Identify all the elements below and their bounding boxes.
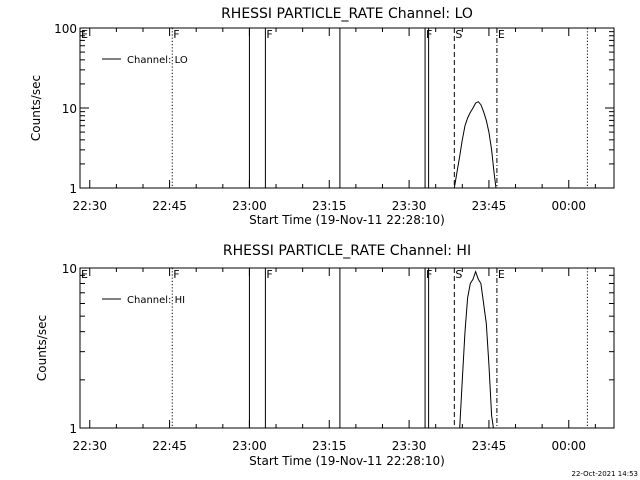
- x-axis-label: Start Time (19-Nov-11 22:28:10): [249, 213, 445, 227]
- x-tick-label: 23:45: [472, 439, 507, 453]
- plot-frame: [79, 267, 615, 429]
- generation-stamp: 22-Oct-2021 14:53: [572, 470, 638, 478]
- x-tick-label: 23:00: [232, 439, 267, 453]
- flag-label: E: [498, 268, 505, 281]
- x-tick-label: 22:45: [152, 439, 187, 453]
- flag-label: E: [498, 28, 505, 41]
- x-tick-label: 23:30: [392, 199, 427, 213]
- legend-label: Channel: HI: [127, 295, 185, 306]
- flag-label: F: [266, 28, 272, 41]
- chart-title: RHESSI PARTICLE_RATE Channel: LO: [221, 6, 473, 22]
- lo-channel-panel: RHESSI PARTICLE_RATE Channel: LO 22:30 22:…: [29, 6, 615, 227]
- y-tick-label: 10: [62, 262, 77, 276]
- x-tick-label: 22:30: [72, 439, 107, 453]
- y-axis-label: Counts/sec: [29, 75, 43, 141]
- legend-label: Channel: LO: [127, 55, 188, 66]
- x-tick-label: 23:15: [312, 439, 347, 453]
- x-tick-label: 22:45: [152, 199, 187, 213]
- flag-label: F: [173, 268, 179, 281]
- x-tick-label: 23:30: [392, 439, 427, 453]
- y-tick-label: 10: [62, 102, 77, 116]
- hi-channel-panel: RHESSI PARTICLE_RATE Channel: HI 22:30 22:…: [35, 243, 615, 468]
- x-tick-label: 23:00: [232, 199, 267, 213]
- rate-series-line: [453, 101, 497, 189]
- x-tick-label: 00:00: [551, 439, 586, 453]
- x-tick-label: 22:30: [72, 199, 107, 213]
- flag-label: F: [426, 28, 432, 41]
- flag-label: F: [173, 28, 179, 41]
- plot-frame: [79, 27, 615, 189]
- y-tick-label: 1: [69, 182, 77, 196]
- x-axis-label: Start Time (19-Nov-11 22:28:10): [249, 454, 445, 468]
- flag-label: S: [455, 28, 462, 41]
- x-tick-label: 23:45: [472, 199, 507, 213]
- flag-label: E: [81, 268, 88, 281]
- y-tick-label: 100: [54, 22, 77, 36]
- flag-label: F: [266, 268, 272, 281]
- flag-label: S: [455, 268, 462, 281]
- rate-series-line: [459, 270, 494, 429]
- x-tick-label: 00:00: [551, 199, 586, 213]
- x-tick-label: 23:15: [312, 199, 347, 213]
- flag-label: E: [81, 28, 88, 41]
- y-axis-label: Counts/sec: [35, 315, 49, 381]
- flag-label: F: [426, 268, 432, 281]
- y-tick-label: 1: [69, 422, 77, 436]
- chart-title: RHESSI PARTICLE_RATE Channel: HI: [223, 243, 471, 259]
